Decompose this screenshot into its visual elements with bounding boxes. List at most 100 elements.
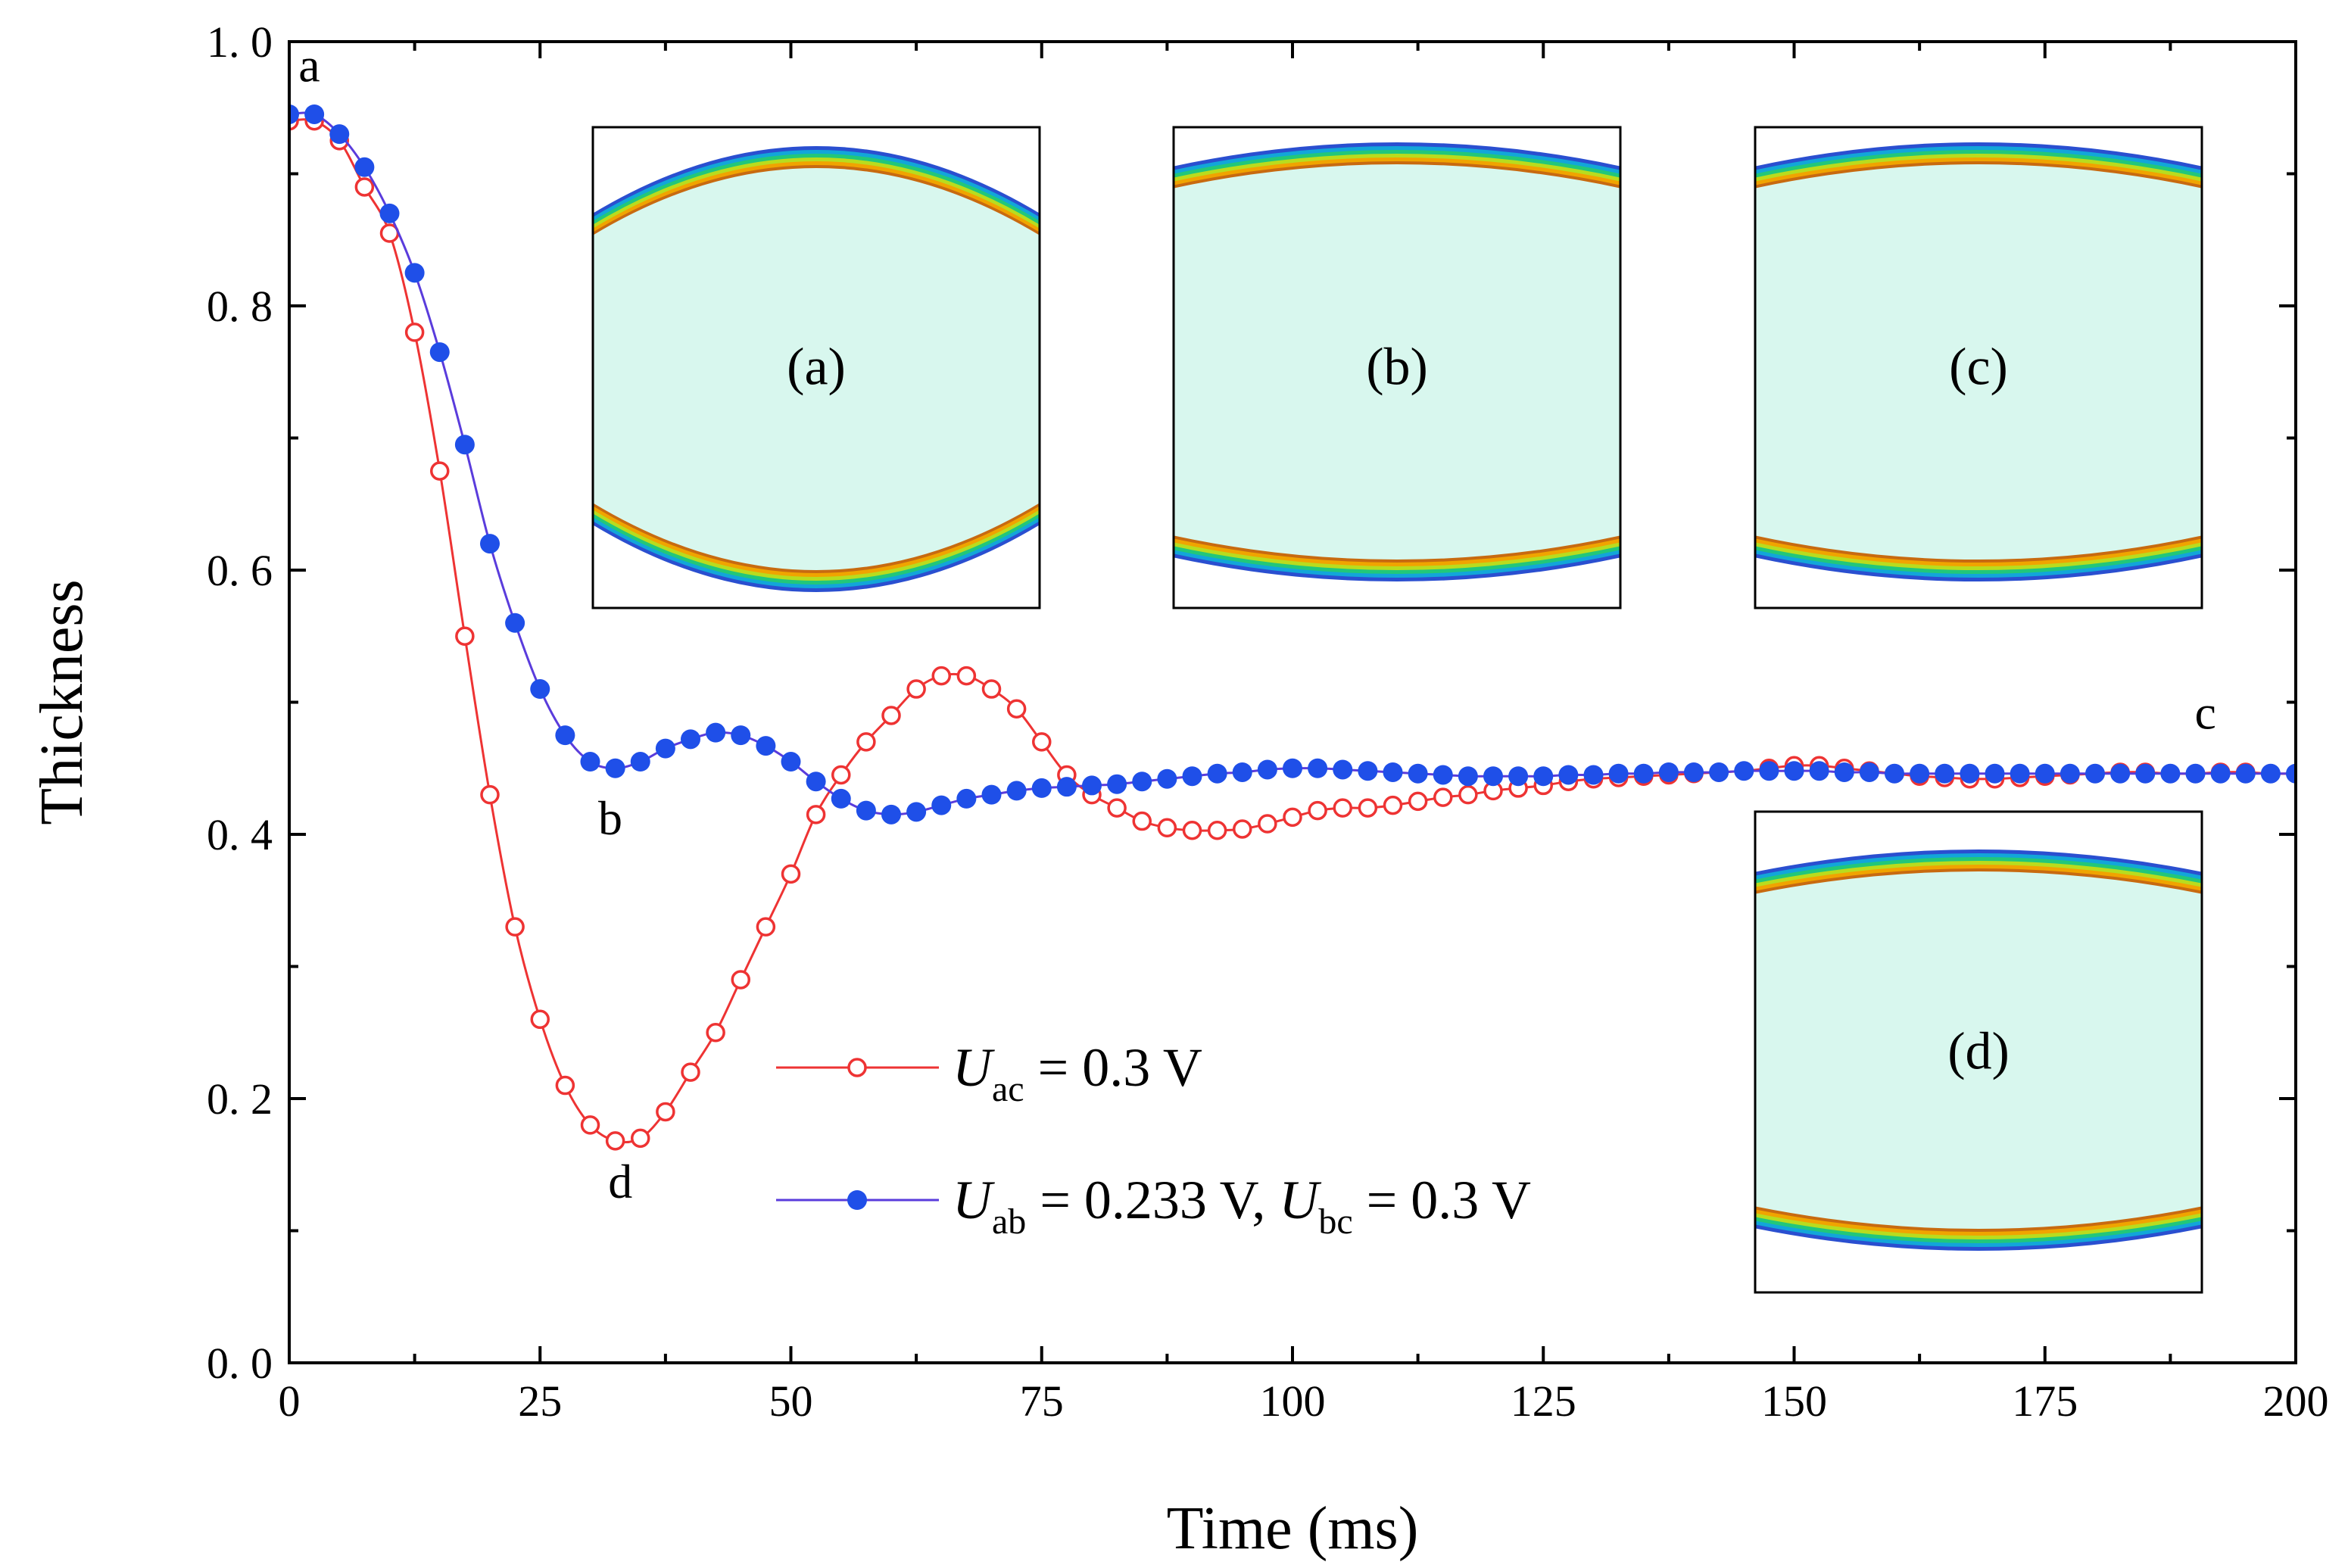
data-point <box>1082 775 1102 796</box>
axes: 0 25 50 75 100 125 150 175 200 0. 0 0. 2 0. 4 0. 6 0.… <box>29 17 2329 1562</box>
inset-droplet <box>1755 871 2202 1229</box>
data-point <box>555 1075 575 1096</box>
data-point <box>2286 763 2296 784</box>
legend: Uac = 0.3 V Uab = 0.233 V, Ubc = 0.3 V <box>776 1037 1531 1242</box>
data-point <box>1006 699 1027 719</box>
data-point <box>1182 821 1202 840</box>
data-point <box>430 461 450 481</box>
data-point <box>2160 763 2181 784</box>
data-point <box>2210 763 2231 784</box>
x-axis-label: Time (ms) <box>1167 1495 1419 1562</box>
data-point <box>1207 763 1227 784</box>
data-point <box>1333 759 1353 780</box>
y-tick-label: 1. 0 <box>207 17 273 67</box>
legend-entry-0: Uac = 0.3 V <box>776 1037 1202 1109</box>
data-point <box>655 738 675 759</box>
data-point <box>1558 765 1579 785</box>
data-point <box>1709 762 1729 782</box>
inset-droplet <box>1174 164 1620 560</box>
data-point <box>2260 763 2281 784</box>
data-point <box>656 1102 675 1122</box>
point-label-c: c <box>2195 685 2216 739</box>
data-point <box>1759 761 1779 781</box>
data-point <box>1859 762 1879 782</box>
y-tick-label: 0. 0 <box>207 1339 273 1388</box>
point-label-b: b <box>598 791 622 845</box>
y-tick-label: 0. 6 <box>207 546 273 595</box>
x-tick-label: 75 <box>1020 1376 1064 1426</box>
data-point <box>1658 762 1679 782</box>
data-point <box>1834 762 1854 782</box>
data-point <box>2185 763 2206 784</box>
inset-1: (b) <box>1172 126 1622 609</box>
data-point <box>505 917 525 937</box>
data-point <box>304 104 325 124</box>
legend-entry-1: Uab = 0.233 V, Ubc = 0.3 V <box>776 1170 1531 1242</box>
data-point <box>2135 763 2156 784</box>
series-1 <box>289 104 2296 825</box>
inset-border <box>1754 810 2203 1294</box>
data-point <box>1408 763 1428 784</box>
data-point <box>630 752 650 772</box>
data-point <box>1257 759 1277 780</box>
data-point <box>1458 766 1478 787</box>
data-point <box>329 124 350 145</box>
data-point <box>1935 763 1955 784</box>
x-tick-label: 200 <box>2263 1376 2329 1426</box>
insets-layer: (a) (b) (c) (d) <box>591 126 2203 1294</box>
data-point <box>2060 763 2080 784</box>
data-point <box>731 970 750 990</box>
x-tick-label: 0 <box>279 1376 301 1426</box>
inset-border <box>591 126 1041 609</box>
data-point <box>1960 763 1980 784</box>
data-point <box>2110 763 2131 784</box>
data-point <box>1985 763 2005 784</box>
data-point <box>956 788 977 809</box>
data-point <box>1583 765 1604 785</box>
data-point <box>956 666 977 686</box>
data-point <box>831 765 851 785</box>
point-label-d: d <box>608 1155 632 1208</box>
data-point <box>1533 766 1554 787</box>
data-point <box>681 729 700 750</box>
data-point <box>2035 763 2055 784</box>
data-point <box>1283 758 1302 778</box>
x-tick-label: 125 <box>1511 1376 1576 1426</box>
x-tick-label: 25 <box>518 1376 562 1426</box>
data-point <box>1734 761 1754 781</box>
data-point <box>981 784 1002 805</box>
data-point <box>1383 795 1403 815</box>
data-point <box>781 752 801 772</box>
data-point <box>2010 763 2030 784</box>
data-point <box>1056 777 1077 797</box>
data-point <box>580 1115 600 1135</box>
data-point <box>580 752 600 772</box>
data-point <box>631 1128 650 1149</box>
data-point <box>605 758 625 778</box>
data-point <box>530 679 550 700</box>
y-tick-label: 0. 4 <box>207 810 273 859</box>
inset-border <box>1754 126 2203 609</box>
inset-label: (a) <box>787 338 846 397</box>
y-axis-label: Thickness <box>29 579 95 825</box>
point-labels: a b c d <box>298 38 2216 1208</box>
data-point <box>781 864 801 884</box>
data-point <box>831 788 851 809</box>
data-point <box>881 706 901 725</box>
data-point <box>1157 818 1177 838</box>
data-point <box>2085 763 2105 784</box>
data-point <box>1333 798 1352 818</box>
inset-3: (d) <box>1754 810 2203 1294</box>
inset-label: (b) <box>1366 338 1428 397</box>
data-point <box>1157 768 1177 789</box>
data-point <box>354 177 375 197</box>
data-point <box>289 104 299 124</box>
data-point <box>404 263 425 283</box>
legend-marker <box>847 1058 867 1077</box>
data-point <box>1308 758 1328 778</box>
y-tick-label: 0. 2 <box>207 1074 273 1124</box>
data-point <box>706 1023 725 1043</box>
data-point <box>706 722 726 743</box>
data-point <box>1107 774 1127 794</box>
